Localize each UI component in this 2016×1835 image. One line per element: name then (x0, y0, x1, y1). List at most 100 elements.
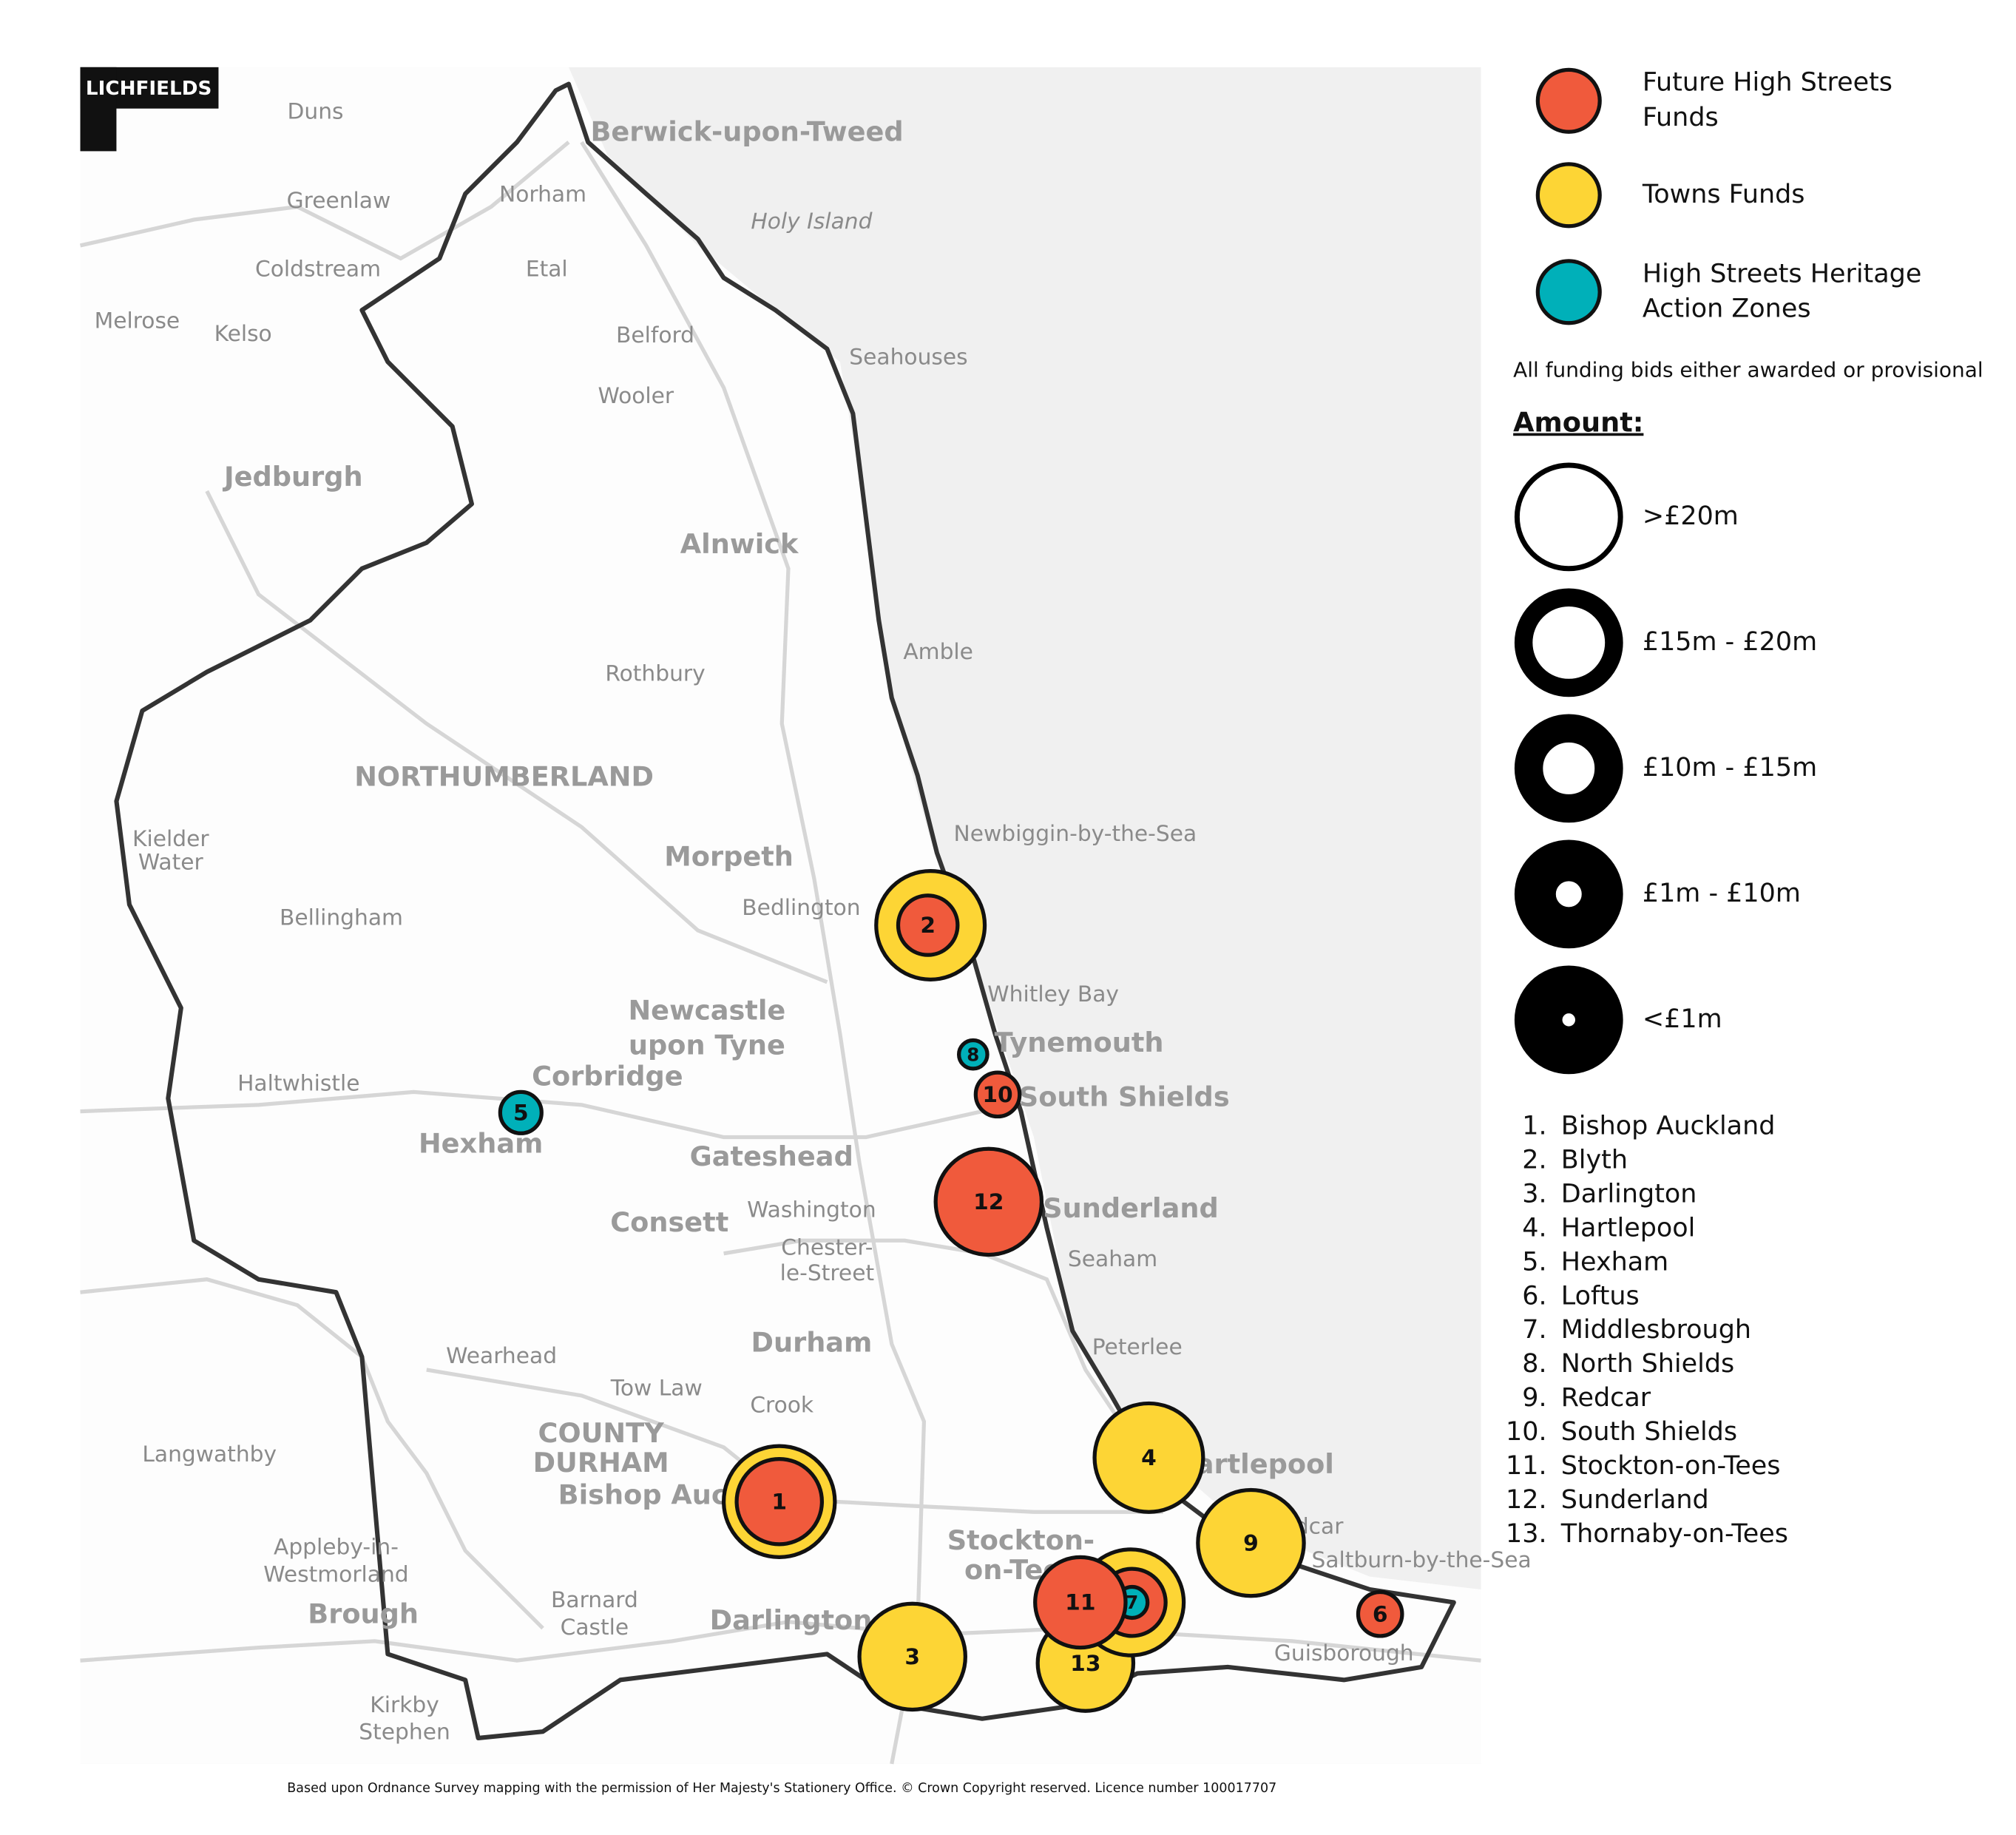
funding-marker (498, 1089, 544, 1135)
legend-label: Future High Streets (1643, 68, 1892, 98)
legend-swatch (1535, 259, 1602, 325)
amount-label: £1m - £10m (1643, 879, 1801, 908)
marker-label: 2 (920, 913, 936, 939)
funding-marker (973, 1070, 1022, 1119)
place-label: Barnard (551, 1587, 638, 1613)
place-label: Whitley Bay (987, 981, 1119, 1007)
marker-label: 1 (771, 1489, 787, 1515)
list-name: Blyth (1561, 1145, 1628, 1175)
list-name: Bishop Auckland (1561, 1112, 1776, 1141)
land (80, 67, 1481, 1764)
place-label: Bedlington (742, 895, 860, 921)
place-label: Westmorland (263, 1561, 408, 1587)
place-label: Langwathby (142, 1442, 277, 1467)
list-number: 11. (1506, 1451, 1547, 1481)
place-label: Tynemouth (995, 1027, 1164, 1058)
marker-label: 13 (1070, 1651, 1100, 1677)
place-label: Belford (616, 322, 694, 348)
road (80, 1089, 983, 1140)
legend-label: Funds (1643, 103, 1719, 132)
place-label: Amble (903, 639, 973, 665)
place-label: Wearhead (446, 1343, 557, 1369)
road (580, 141, 927, 1765)
place-label: Durham (751, 1327, 873, 1359)
place-label: COUNTY (538, 1417, 665, 1449)
place-label: Morpeth (664, 841, 794, 873)
place-label: upon Tyne (629, 1030, 785, 1061)
marker-label: 8 (967, 1044, 979, 1065)
list-name: Sunderland (1561, 1485, 1709, 1515)
place-label: South Shields (1019, 1081, 1230, 1113)
list-name: Darlington (1561, 1179, 1697, 1209)
place-label: Duns (288, 99, 344, 125)
legend-label: Towns Funds (1642, 180, 1805, 209)
amount-label: £15m - £20m (1643, 627, 1817, 657)
list-number: 12. (1506, 1485, 1547, 1515)
list-number: 7. (1522, 1315, 1546, 1345)
place-label: Berwick-upon-Tweed (590, 115, 903, 147)
place-label: NORTHUMBERLAND (354, 760, 654, 792)
marker-label: 12 (973, 1189, 1004, 1215)
place-label: Seaham (1068, 1246, 1157, 1272)
amount-ring (1514, 839, 1623, 949)
marker-label: 9 (1243, 1530, 1259, 1556)
place-label: Jedburgh (222, 461, 363, 493)
funding-marker (1196, 1487, 1306, 1598)
place-label: Wooler (598, 383, 674, 409)
place-label: Etal (526, 257, 568, 283)
legend-swatch (1535, 162, 1602, 229)
place-label: Newbiggin-by-the-Sea (954, 821, 1197, 847)
place-label: Seahouses (849, 344, 967, 370)
marker-label: 10 (982, 1082, 1012, 1108)
place-label: Crook (750, 1392, 814, 1418)
place-label: Coldstream (255, 257, 381, 283)
funding-marker (1033, 1555, 1128, 1650)
list-name: Loftus (1561, 1281, 1640, 1311)
marker-label: 11 (1065, 1590, 1095, 1616)
place-label: Haltwhistle (237, 1070, 359, 1096)
credit: Based upon Ordnance Survey mapping with … (287, 1781, 1276, 1796)
list-number: 8. (1522, 1349, 1546, 1379)
funding-marker (956, 1038, 990, 1071)
road (80, 1620, 1481, 1663)
place-label: Norham (499, 181, 586, 207)
place-label: Newcastle (628, 995, 785, 1027)
amount-ring (1514, 462, 1623, 572)
marker-label: 5 (513, 1101, 529, 1126)
logo-bar (80, 67, 117, 152)
amount-ring (1514, 714, 1623, 823)
marker-label: 6 (1373, 1601, 1388, 1627)
place-label: Water (138, 850, 204, 876)
list-number: 3. (1522, 1179, 1546, 1209)
place-label: Greenlaw (287, 188, 391, 214)
list-name: South Shields (1561, 1417, 1737, 1447)
amount-ring (1514, 965, 1623, 1075)
list-number: 1. (1522, 1112, 1546, 1141)
list-number: 5. (1522, 1247, 1546, 1277)
place-label: Melrose (95, 308, 180, 334)
place-label: Stockton- (947, 1524, 1095, 1556)
funding-marker (857, 1601, 967, 1712)
marker-label: 4 (1141, 1445, 1157, 1471)
list-number: 4. (1522, 1213, 1546, 1243)
marker-label: 7 (1126, 1592, 1138, 1613)
funding-marker (734, 1456, 825, 1547)
funding-marker (933, 1146, 1044, 1257)
place-label: Chester- (781, 1234, 873, 1260)
place-label: Kirkby (370, 1692, 439, 1718)
road (80, 1277, 544, 1630)
place-label: Sunderland (1043, 1192, 1219, 1224)
list-name: Hartlepool (1561, 1213, 1696, 1243)
list-name: Middlesbrough (1561, 1315, 1751, 1345)
place-label: Darlington (710, 1604, 873, 1636)
list-number: 10. (1506, 1417, 1547, 1447)
place-label: Consett (610, 1206, 728, 1238)
list-name: Thornaby-on-Tees (1560, 1519, 1788, 1549)
list-number: 9. (1522, 1383, 1546, 1413)
place-label: Washington (747, 1197, 876, 1223)
list-number: 6. (1522, 1281, 1546, 1311)
amount-label: <£1m (1643, 1004, 1722, 1034)
road (205, 490, 828, 984)
place-label: Kielder (132, 826, 209, 852)
